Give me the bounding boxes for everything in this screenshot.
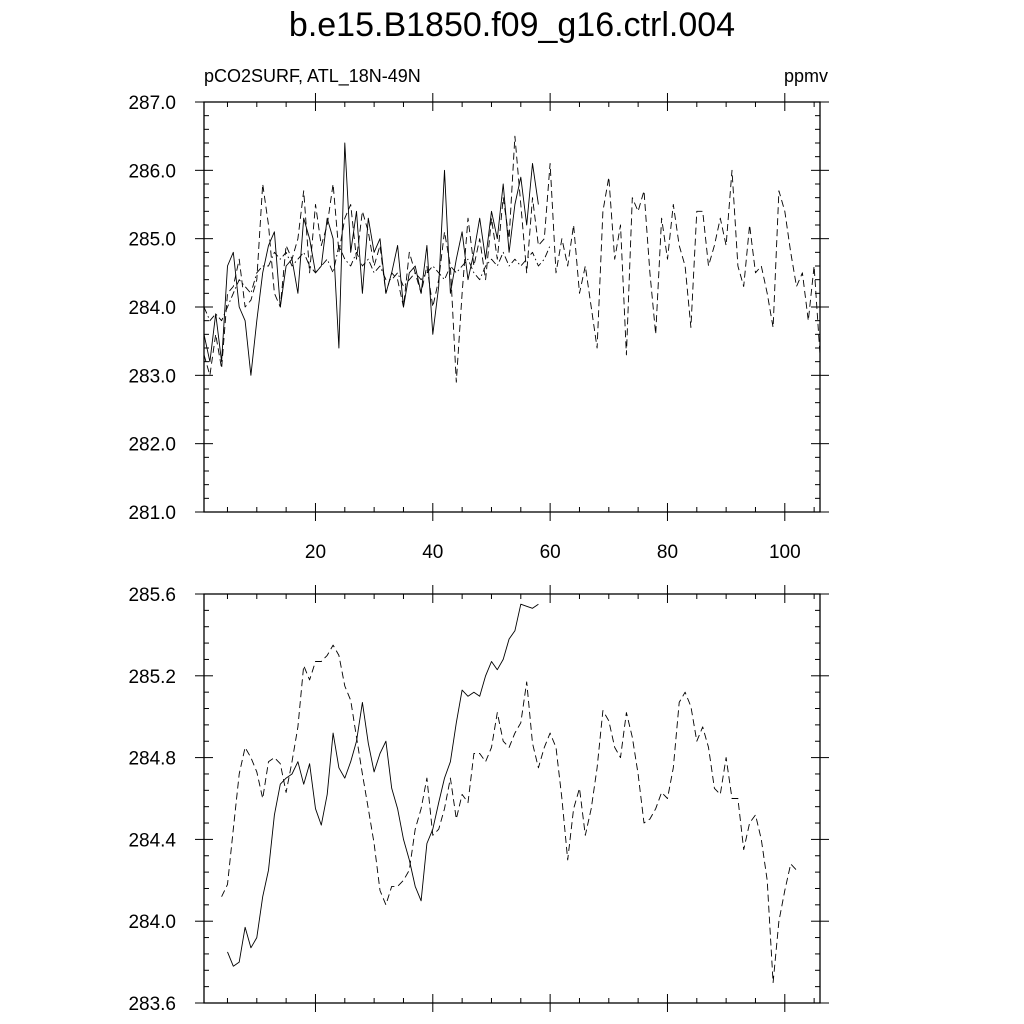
plot-frame [203, 101, 821, 513]
plot-frame [203, 593, 821, 1004]
units-label: ppmv [783, 66, 828, 86]
variable-region-label: pCO2SURF, ATL_18N-49N [204, 66, 421, 86]
x-tick-label: 100 [769, 542, 801, 563]
y-tick-label: 287.0 [128, 93, 176, 114]
series-line-1-solid [203, 142, 539, 376]
y-tick-label: 283.0 [128, 366, 176, 387]
chart-title: b.e15.B1850.f09_g16.ctrl.004 [288, 6, 736, 44]
y-tick-label: 283.6 [128, 994, 176, 1015]
x-tick-label: 80 [657, 542, 678, 563]
x-tick-label: 40 [422, 542, 443, 563]
series-line-1-solid [227, 603, 539, 967]
y-tick-label: 284.0 [128, 298, 176, 319]
series-line-2-dashed [203, 135, 821, 383]
series-line-3-dashdot [203, 245, 551, 322]
x-tick-label: 20 [305, 542, 326, 563]
x-tick-label: 60 [540, 542, 561, 563]
y-tick-label: 282.0 [128, 435, 176, 456]
y-tick-label: 286.0 [128, 161, 176, 182]
bottom-panel: 283.6 284.0 284.4 284.8 285.2 285.6 [128, 585, 829, 1015]
y-tick-label: 285.6 [128, 585, 176, 606]
y-tick-label: 284.0 [128, 912, 176, 933]
y-tick-label: 285.2 [128, 667, 176, 688]
series-line-2-dashed [221, 644, 797, 984]
y-tick-label: 285.0 [128, 230, 176, 251]
y-tick-label: 284.4 [128, 830, 176, 851]
y-tick-label: 284.8 [128, 749, 176, 770]
top-panel: 20 40 60 80 100 281.0 282.0 283.0 284.0 285.0 286.… [128, 93, 829, 563]
y-tick-label: 281.0 [128, 503, 176, 524]
